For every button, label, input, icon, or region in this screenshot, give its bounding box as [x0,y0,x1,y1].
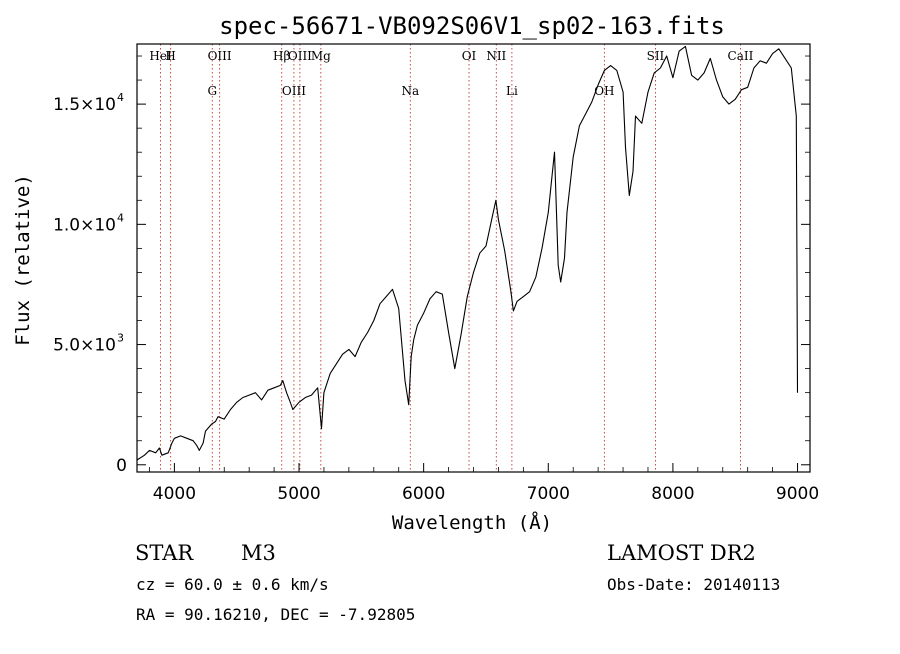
y-axis-label: Flux (relative) [12,174,34,346]
survey-name: LAMOST DR2 [607,541,756,565]
y-tick-exponent: 4 [117,91,124,104]
line-label: OI [462,49,477,63]
object-subclass: M3 [241,541,276,565]
spectrum-series [136,45,799,461]
x-tick-label: 4000 [153,484,196,504]
y-axis-ticks: 05.0×10 31.0×10 41.5×10 4 [53,55,810,476]
x-tick-label: 6000 [402,484,445,504]
x-axis-ticks: 4000 5000 6000 7000 8000 9000 [149,463,819,504]
y-tick-exponent: 4 [117,211,124,224]
x-tick-label: 7000 [527,484,570,504]
ra-dec: RA = 90.16210, DEC = -7.92805 [136,605,415,624]
x-axis-label: Wavelength (Å) [392,511,552,534]
line-label: NII [486,49,506,63]
y-tick-label: 1.5×10 [53,95,116,115]
x-tick-label: 8000 [651,484,694,504]
line-label: Mg [311,49,331,63]
x-tick-label: 9000 [776,484,819,504]
line-label: OIII [288,49,312,63]
y-tick-exponent: 3 [117,332,124,345]
obs-date: Obs-Date: 20140113 [607,575,780,594]
object-class: STAR [135,541,194,565]
line-label: H [165,49,175,63]
line-label: SII [647,49,665,63]
line-label: Hβ [273,49,290,63]
line-label: CaII [728,49,754,63]
plot-frame [136,43,811,473]
line-label: G [207,84,217,98]
chart-title: spec-56671-VB092S06V1_sp02-163.fits [219,12,725,40]
y-tick-label: 5.0×10 [53,336,116,356]
line-label: Li [506,84,518,98]
line-label: OIII [208,49,232,63]
line-label: HeI [149,49,172,63]
line-label: OIII [282,84,306,98]
line-label: OH [594,84,614,98]
y-tick-label: 0 [116,456,127,476]
spectrum-line [136,45,799,461]
line-label: Na [401,84,419,98]
y-tick-label: 1.0×10 [53,215,116,235]
cz-value: cz = 60.0 ± 0.6 km/s [136,575,329,594]
x-tick-label: 5000 [277,484,320,504]
